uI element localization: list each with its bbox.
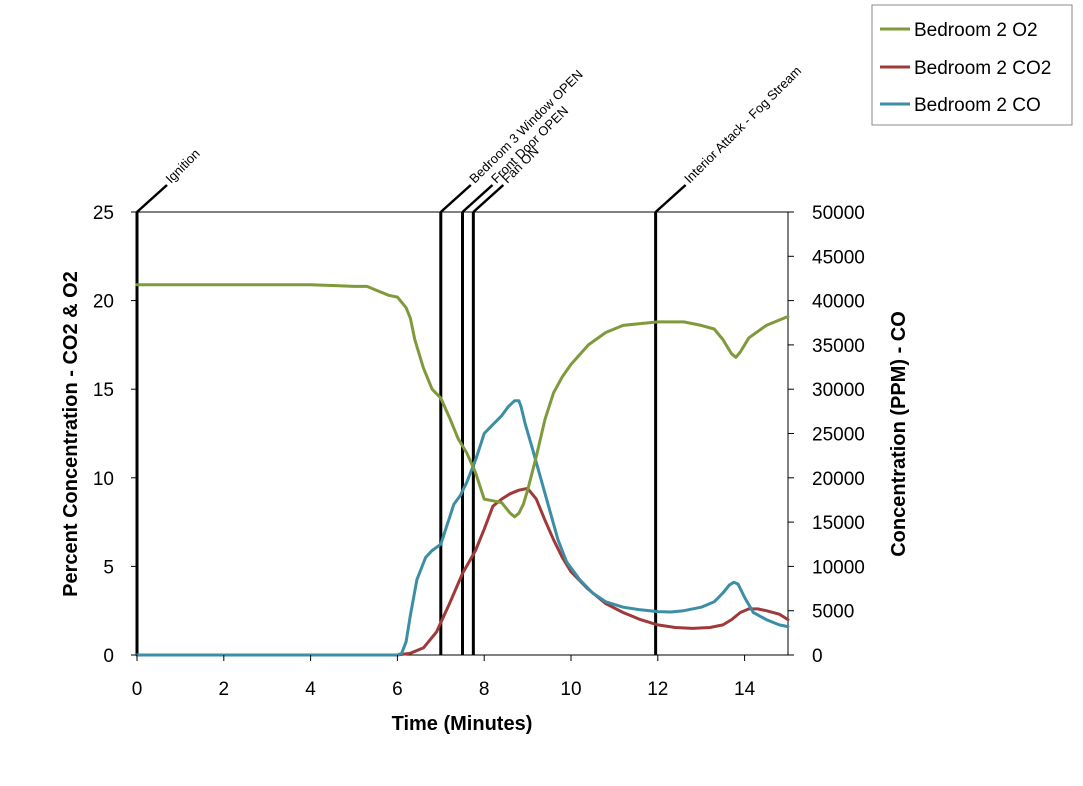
axis-ticks: 0 2 4 6 8 10 12 14 0 5 10 15 20 25 0 5000 10000 15000 2000… [93, 203, 865, 700]
series-lines [135, 283, 790, 657]
y-left-tick-label: 15 [93, 380, 114, 401]
y-left-axis-title: Percent Concentration - CO2 & O2 [60, 271, 82, 597]
event-label: Interior Attack - Fog Stream [681, 63, 804, 186]
event-leader [136, 184, 168, 213]
series-line-bedroom-2-o2 [135, 283, 790, 519]
y-left-tick-label: 25 [93, 203, 114, 224]
event-leader [472, 184, 505, 213]
y-left-tick-label: 20 [93, 292, 114, 313]
series-line-bedroom-2-co2 [135, 486, 790, 657]
event-leader [654, 184, 687, 213]
x-tick-label: 10 [560, 679, 581, 700]
y-right-tick-label: 10000 [812, 557, 865, 578]
event-leader [439, 184, 472, 213]
x-tick-label: 14 [734, 679, 756, 700]
event-label: Ignition [163, 146, 203, 186]
x-tick-label: 0 [132, 679, 143, 700]
y-left-tick-label: 0 [103, 646, 114, 667]
x-tick-label: 2 [219, 679, 230, 700]
series-line-bedroom-2-co [135, 399, 790, 657]
y-left-tick-label: 10 [93, 469, 114, 490]
x-axis-title: Time (Minutes) [392, 713, 533, 735]
y-right-tick-label: 40000 [812, 292, 865, 313]
y-right-tick-label: 15000 [812, 513, 865, 534]
legend-label-o2: Bedroom 2 O2 [914, 20, 1038, 41]
y-right-tick-label: 5000 [812, 602, 854, 623]
y-right-tick-label: 20000 [812, 469, 865, 490]
y-right-tick-label: 30000 [812, 380, 865, 401]
x-tick-label: 12 [647, 679, 668, 700]
x-tick-label: 6 [392, 679, 403, 700]
y-left-tick-label: 5 [103, 557, 114, 578]
legend: Bedroom 2 O2 Bedroom 2 CO2 Bedroom 2 CO [871, 4, 1073, 126]
legend-label-co: Bedroom 2 CO [914, 95, 1041, 116]
x-tick-label: 8 [479, 679, 490, 700]
y-right-tick-label: 35000 [812, 336, 865, 357]
x-tick-label: 4 [305, 679, 316, 700]
y-right-tick-label: 50000 [812, 203, 865, 224]
event-leader [461, 184, 494, 213]
y-right-axis-title: Concentration (PPM) - CO [888, 311, 910, 557]
y-right-tick-label: 0 [812, 646, 823, 667]
y-right-tick-label: 25000 [812, 425, 865, 446]
legend-label-co2: Bedroom 2 CO2 [914, 58, 1051, 79]
y-right-tick-label: 45000 [812, 247, 865, 268]
